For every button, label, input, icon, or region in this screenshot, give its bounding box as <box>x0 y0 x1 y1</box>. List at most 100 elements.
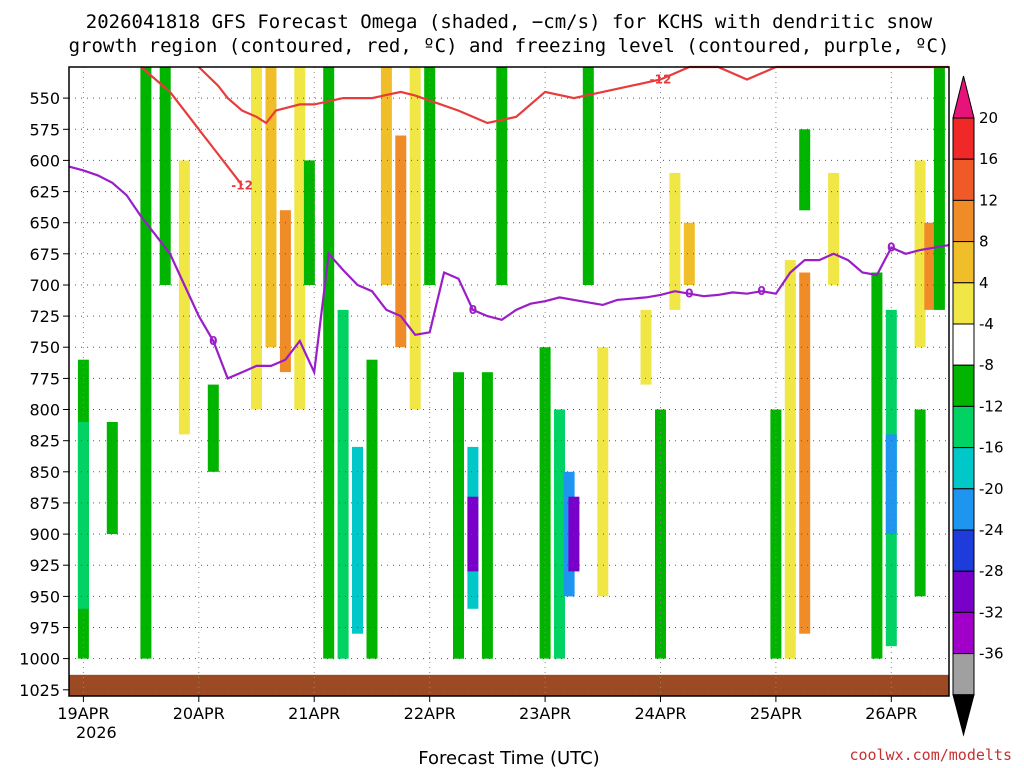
omega-cell-23 <box>481 372 493 659</box>
omega-cell-37 <box>799 272 811 634</box>
omega-cell-8 <box>265 67 277 348</box>
colorbar-label-7: -12 <box>979 397 1004 415</box>
x-tick-label-22APR: 22APR <box>404 704 456 723</box>
colorbar-label-2: 12 <box>979 191 998 209</box>
plot-area-frame <box>68 66 950 697</box>
omega-cell-36 <box>784 260 796 659</box>
y-tick-label-775: 775 <box>29 369 60 388</box>
chart-title-line-2: growth region (contoured, red, ºC) and f… <box>69 35 950 57</box>
y-tick-label-750: 750 <box>29 338 60 357</box>
y-tick-label-875: 875 <box>29 494 60 513</box>
omega-cell-24 <box>496 67 508 285</box>
omega-cell-30 <box>597 347 609 597</box>
omega-cell-35 <box>770 409 782 659</box>
omega-shading <box>77 67 945 659</box>
colorbar-legend: 20 16 12 8 4 -4 -8 -12 -16 -20 -24 -28 -32 -36 <box>952 75 1004 737</box>
y-tick-label-625: 625 <box>29 183 60 202</box>
y-tick-label-650: 650 <box>29 214 60 233</box>
colorbar-label-1: 16 <box>979 150 998 168</box>
omega-cell-45 <box>924 222 936 310</box>
colorbar-bin-1 <box>952 158 975 201</box>
omega-cell-10 <box>294 67 306 410</box>
omega-cell-17 <box>395 135 407 348</box>
x-tick-label-26APR: 26APR <box>865 704 917 723</box>
x-tick-label-21APR: 21APR <box>288 704 340 723</box>
colorbar-label-9: -20 <box>979 480 1004 498</box>
omega-cell-5 <box>178 160 190 435</box>
colorbar-label-12: -32 <box>979 603 1004 621</box>
y-tick-label-575: 575 <box>29 120 60 139</box>
contour-label-2-3: 0 <box>757 284 765 298</box>
contour-line-2 <box>68 165 950 380</box>
colorbar-label-11: -28 <box>979 562 1004 580</box>
colorbar-bin-0 <box>952 117 975 160</box>
omega-cell-40 <box>871 272 883 659</box>
x-axis-year-label: 2026 <box>76 723 117 742</box>
omega-cell-9 <box>279 210 291 373</box>
colorbar-bin-2 <box>952 199 975 243</box>
omega-cell-39 <box>828 172 840 285</box>
omega-cell-16 <box>380 67 392 285</box>
colorbar-label-3: 8 <box>979 233 989 251</box>
y-tick-label-725: 725 <box>29 307 60 326</box>
colorbar-label-8: -16 <box>979 439 1004 457</box>
x-axis-date-labels: 19APR 20APR 21APR 22APR 23APR 24APR 25APR 26APR <box>57 696 917 723</box>
omega-cell-19 <box>424 67 436 285</box>
y-tick-label-825: 825 <box>29 432 60 451</box>
colorbar-label-10: -24 <box>979 521 1004 539</box>
colorbar-label-5: -4 <box>979 315 994 333</box>
contour-line-0 <box>198 65 949 125</box>
omega-cell-22 <box>467 496 479 572</box>
omega-cell-18 <box>409 67 421 410</box>
omega-cell-43 <box>914 409 926 597</box>
contour-label-2-0: 0 <box>209 334 217 348</box>
omega-cell-42 <box>885 434 897 534</box>
x-tick-label-25APR: 25APR <box>750 704 802 723</box>
y-tick-label-850: 850 <box>29 463 60 482</box>
y-tick-label-1000: 1000 <box>19 650 60 669</box>
y-tick-label-1025: 1025 <box>19 681 60 700</box>
contour-label-0-0: -12 <box>650 73 672 87</box>
omega-cell-34 <box>683 222 695 285</box>
omega-cell-38 <box>799 129 811 211</box>
credit-label: coolwx.com/modelts <box>849 746 1012 764</box>
colorbar-bin-9 <box>952 488 975 531</box>
omega-cell-6 <box>207 384 219 472</box>
colorbar-label-6: -8 <box>979 356 994 374</box>
y-tick-label-675: 675 <box>29 245 60 264</box>
ground-terrain <box>69 674 949 696</box>
colorbar-bin-13 <box>952 653 975 696</box>
omega-cell-33 <box>669 172 681 310</box>
omega-cell-3 <box>140 67 152 659</box>
colorbar-bin-7 <box>952 405 975 449</box>
omega-cell-1 <box>77 422 89 609</box>
y-tick-label-600: 600 <box>29 151 60 170</box>
omega-cell-29 <box>582 67 594 285</box>
y-tick-label-900: 900 <box>29 525 60 544</box>
contour-line-1 <box>140 66 243 186</box>
colorbar-bin-10 <box>952 529 975 572</box>
omega-cell-4 <box>159 67 171 285</box>
y-tick-label-800: 800 <box>29 401 60 420</box>
colorbar-bin-6 <box>952 364 975 407</box>
colorbar-bin-4 <box>952 282 975 325</box>
omega-cell-14 <box>352 446 363 634</box>
x-tick-label-24APR: 24APR <box>634 704 686 723</box>
contour-label-2-4: 0 <box>887 241 895 255</box>
contour-label-1-0: -12 <box>231 178 253 192</box>
colorbar-label-4: 4 <box>979 274 989 292</box>
colorbar-bin-3 <box>952 241 975 284</box>
omega-cell-26 <box>554 409 565 659</box>
grid-lines <box>69 67 949 696</box>
omega-cell-46 <box>933 67 945 310</box>
colorbar-bin-11 <box>952 570 975 613</box>
x-axis-title: Forecast Time (UTC) <box>418 748 599 768</box>
x-tick-label-23APR: 23APR <box>519 704 571 723</box>
y-axis-pressure-labels: 550 575 600 625 650 675 700 725 750 775 800 825 850 8… <box>19 89 69 700</box>
y-tick-label-550: 550 <box>29 89 60 108</box>
y-tick-label-975: 975 <box>29 619 60 638</box>
omega-cell-32 <box>655 409 666 659</box>
chart-title-line-1: 2026041818 GFS Forecast Omega (shaded, −… <box>86 11 933 33</box>
omega-cell-2 <box>106 422 118 535</box>
